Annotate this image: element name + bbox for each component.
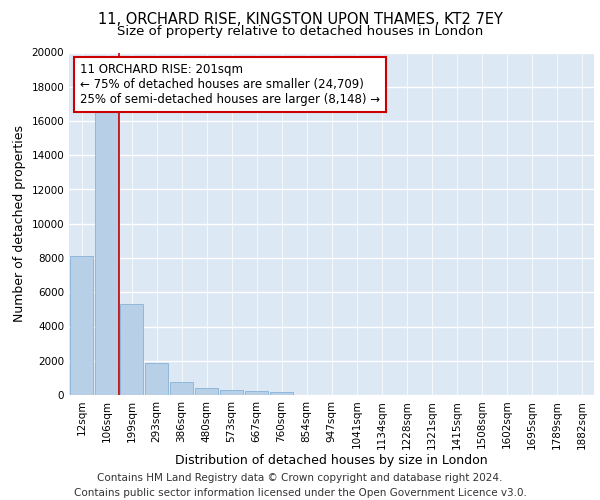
Bar (70, 256, 93, 395)
X-axis label: Distribution of detached houses by size in London: Distribution of detached houses by size … (175, 454, 488, 467)
Bar (95, 110, 118, 395)
Bar (145, 364, 168, 395)
Bar (195, 388, 218, 395)
Text: Contains HM Land Registry data © Crown copyright and database right 2024.
Contai: Contains HM Land Registry data © Crown c… (74, 472, 526, 498)
Bar (170, 382, 193, 395)
Bar (245, 391, 268, 395)
Text: 11, ORCHARD RISE, KINGSTON UPON THAMES, KT2 7EY: 11, ORCHARD RISE, KINGSTON UPON THAMES, … (98, 12, 502, 28)
Y-axis label: Number of detached properties: Number of detached properties (13, 125, 26, 322)
Bar (120, 304, 143, 395)
Text: Size of property relative to detached houses in London: Size of property relative to detached ho… (117, 25, 483, 38)
Bar (270, 392, 293, 395)
Bar (220, 390, 243, 395)
Text: 11 ORCHARD RISE: 201sqm
← 75% of detached houses are smaller (24,709)
25% of sem: 11 ORCHARD RISE: 201sqm ← 75% of detache… (79, 63, 380, 106)
